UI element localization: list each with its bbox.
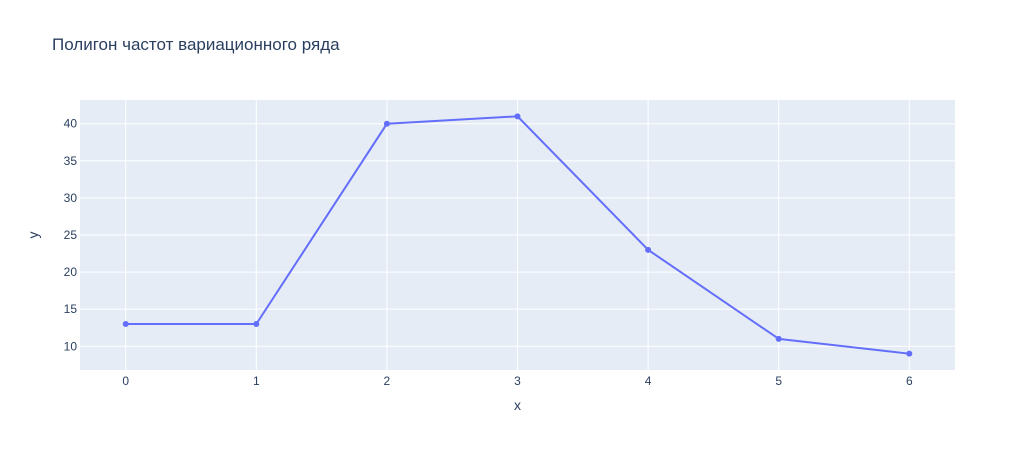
y-tick-label: 40	[64, 117, 78, 131]
y-tick-label: 30	[64, 191, 78, 205]
data-point[interactable]	[383, 120, 390, 127]
data-point[interactable]	[775, 335, 782, 342]
y-gridlines	[80, 123, 955, 347]
data-point[interactable]	[514, 113, 521, 120]
y-tick-label: 15	[64, 302, 78, 316]
y-tick-label: 35	[64, 154, 78, 168]
x-tick-label: 4	[645, 374, 652, 388]
y-axis-label: y	[25, 232, 41, 239]
x-tick-label: 5	[775, 374, 782, 388]
y-tick-label: 20	[64, 265, 78, 279]
data-point[interactable]	[253, 321, 260, 328]
y-tick-label: 10	[64, 339, 78, 353]
x-tick-label: 6	[906, 374, 913, 388]
x-tick-label: 3	[514, 374, 521, 388]
x-tick-label: 0	[122, 374, 129, 388]
x-tick-labels: 0 1 2 3 4 5 6	[122, 374, 913, 388]
x-tick-label: 1	[253, 374, 260, 388]
y-tick-labels: 10 15 20 25 30 35 40	[64, 117, 78, 354]
data-point[interactable]	[645, 246, 652, 253]
data-point[interactable]	[122, 321, 129, 328]
series-layer	[122, 113, 913, 357]
chart-title: Полигон частот вариационного ряда	[52, 35, 340, 54]
data-point[interactable]	[906, 350, 913, 357]
y-tick-label: 25	[64, 228, 78, 242]
x-axis-label: x	[514, 397, 521, 413]
x-tick-label: 2	[384, 374, 391, 388]
